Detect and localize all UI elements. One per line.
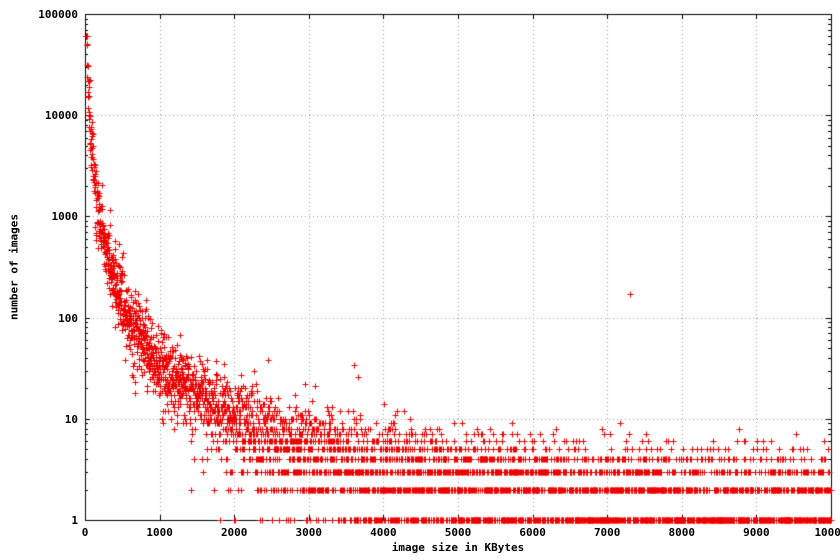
x-tick-label: 8000 [668,526,696,539]
x-tick-label: 7000 [593,526,621,539]
x-tick-label: 4000 [370,526,397,539]
y-tick-label: 100 [58,311,78,325]
x-axis-title: image size in KBytes [391,541,525,554]
x-tick-label: 1000 [146,526,173,539]
y-axis-title: number of images [7,214,21,320]
x-tick-label: 2000 [220,526,248,539]
x-tick-label: 10000 [814,526,840,539]
x-tick-label: 6000 [519,526,546,539]
y-tick-label: 10 [64,412,78,426]
x-tick-label: 9000 [743,526,770,539]
x-tick-label: 5000 [444,526,472,539]
x-tick-label: 3000 [295,526,323,539]
x-tick-label: 0 [81,526,89,539]
y-tick-label: 1000 [51,210,79,224]
y-tick-label: 10000 [44,109,78,123]
y-tick-label: 1 [71,514,78,527]
y-tick-label: 100000 [38,8,78,21]
